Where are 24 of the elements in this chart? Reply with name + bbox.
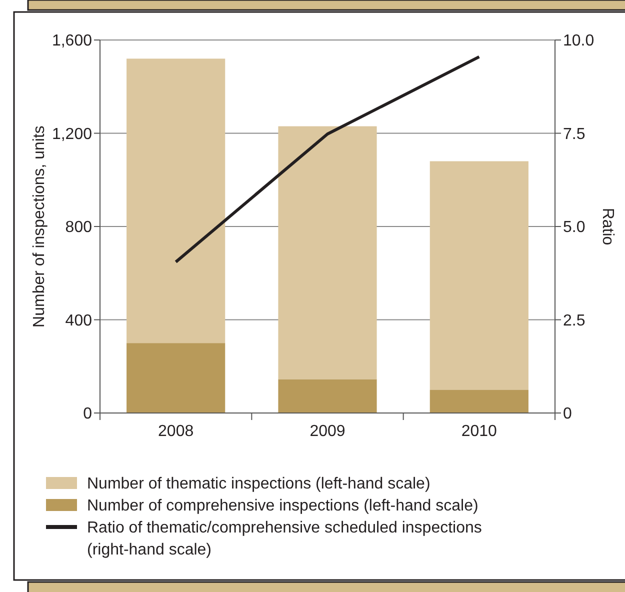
y-tick-label: 1,200 <box>52 126 92 143</box>
y-axis-title: Number of inspections, units <box>31 126 48 328</box>
y2-tick-label: 5.0 <box>563 219 586 236</box>
y-tick-label: 1,600 <box>52 32 92 50</box>
y-tick-label: 0 <box>83 406 92 423</box>
bar <box>126 343 226 413</box>
y2-tick-label: 7.5 <box>563 126 586 143</box>
y2-tick-label: 0 <box>563 406 572 423</box>
legend-label: Number of comprehensive inspections (left-hand scale) <box>87 498 478 515</box>
x-tick-label: 2008 <box>158 423 194 440</box>
y2-axis-title: Ratio <box>599 208 616 246</box>
legend-label: Number of thematic inspections (left-hand scale) <box>87 476 430 493</box>
x-tick-label: 2009 <box>310 423 346 440</box>
bar <box>430 161 528 390</box>
legend-label: Ratio of thematic/comprehensive scheduled inspections (right-hand scale) <box>87 520 482 559</box>
bar <box>278 126 377 380</box>
bar <box>278 379 377 413</box>
x-tick-label: 2010 <box>461 423 498 440</box>
bar <box>430 390 528 413</box>
y2-tick-label: 10.0 <box>563 32 594 50</box>
y-tick-label: 800 <box>65 219 92 236</box>
y2-tick-label: 2.5 <box>563 312 586 330</box>
bar <box>126 58 226 344</box>
y-tick-label: 400 <box>65 312 92 330</box>
